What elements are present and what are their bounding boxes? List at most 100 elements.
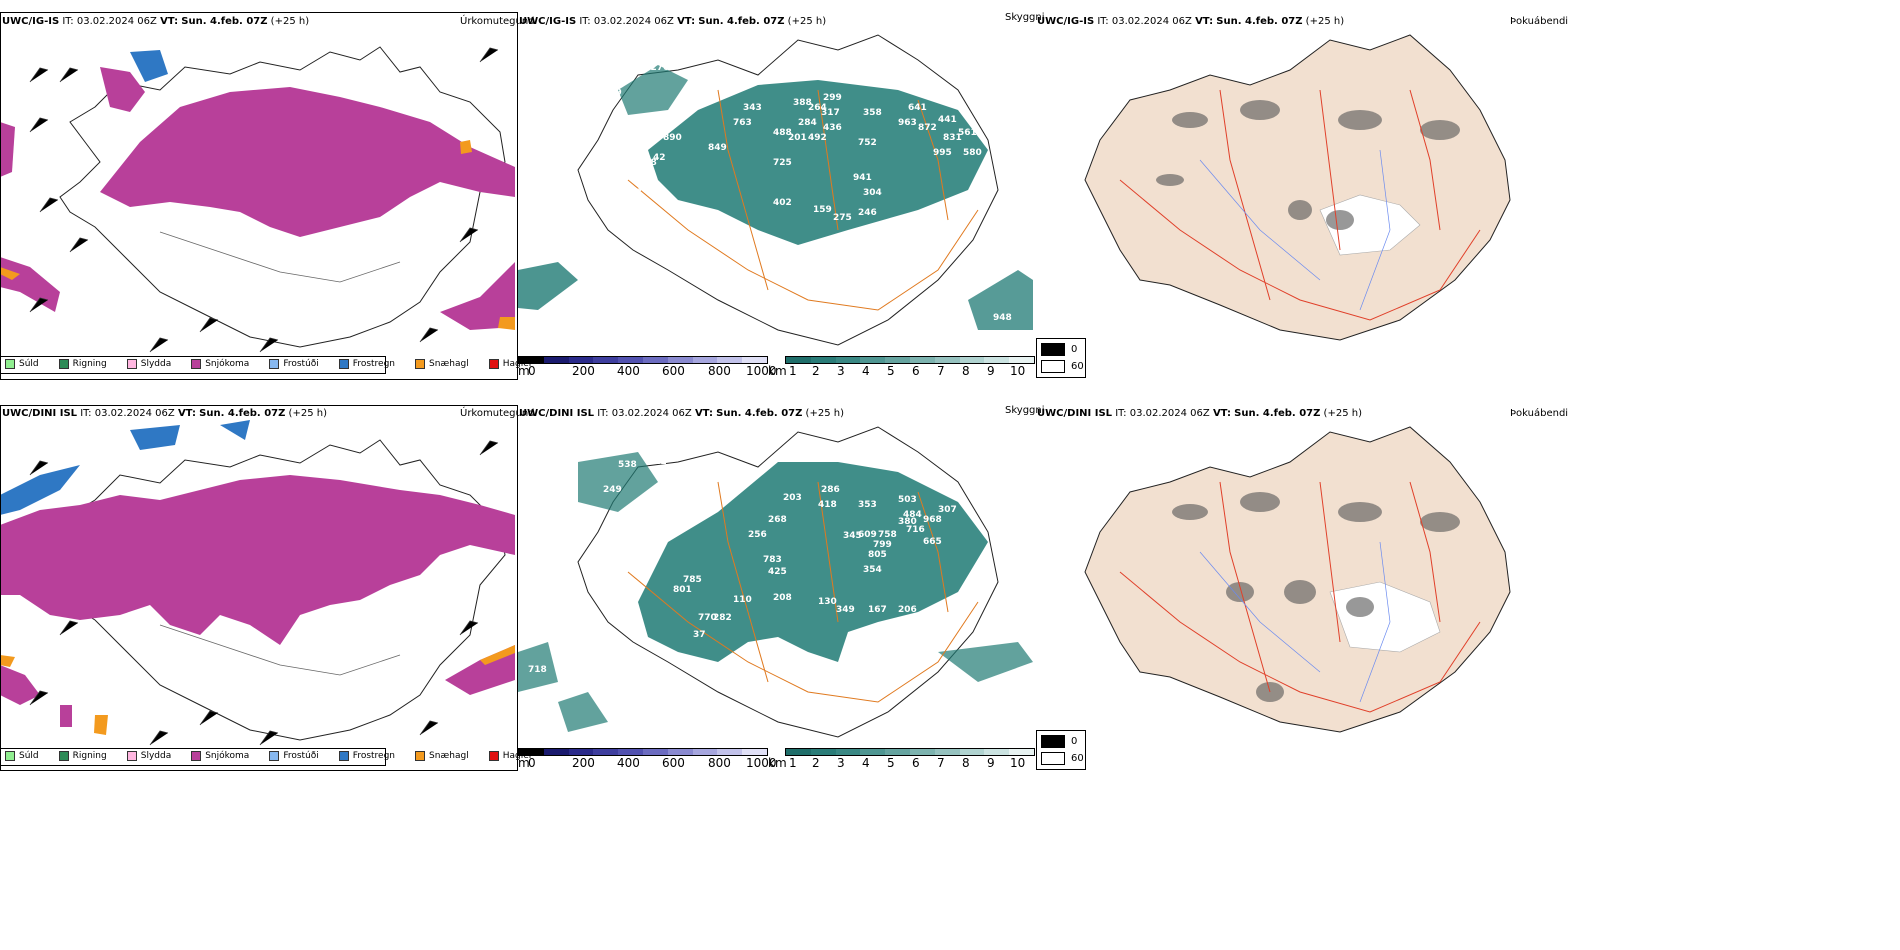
fog-title-row2: Þokuábendi <box>1510 408 1569 419</box>
legend-item: Frostúði <box>269 751 319 761</box>
cloudbase-value-label: 492 <box>808 133 827 143</box>
legend-label: Snæhagl <box>429 359 469 369</box>
cloudbase-value-label: 609 <box>858 530 877 540</box>
vt-value: Sun. 4.feb. 07Z <box>716 408 803 419</box>
it-label: IT: <box>1097 16 1109 27</box>
cloudbase-colorbar-row1 <box>518 356 768 364</box>
visibility-tick: 6 <box>912 756 920 770</box>
fog-swatch-black <box>1041 735 1065 748</box>
cloud-map-row2[interactable]: 538 322 249 848 203 286 418 268 503 353 307 484 968 2… <box>518 422 1036 742</box>
legend-item: Snæhagl <box>415 359 469 369</box>
cloudbase-unit: m <box>518 364 530 378</box>
cloudbase-value-label: 380 <box>898 517 917 527</box>
lead-time: (+25 h) <box>270 16 310 27</box>
cloudbase-value-label: 208 <box>773 593 792 603</box>
fog-swatch-white <box>1041 360 1065 373</box>
it-value: 03.02.2024 06Z <box>1129 408 1210 419</box>
cloudbase-value-label: 159 <box>813 205 832 215</box>
cloudbase-value-label: 758 <box>878 530 897 540</box>
cloud-numbers-row2: 538 322 249 848 203 286 418 268 503 353 307 484 968 2… <box>528 457 957 675</box>
precip-legend-items: Súld Rigning Slydda Snjókoma Frostúði Fr… <box>5 751 545 761</box>
model-name: UWC/DINI ISL <box>519 408 595 419</box>
precip-title-row1: Úrkomutegund <box>460 16 535 27</box>
fog-header-row2: UWC/DINI ISL IT: 03.02.2024 06Z VT: Sun.… <box>1037 408 1362 419</box>
visibility-colorbar-row2 <box>785 748 1035 756</box>
legend-swatch <box>5 359 15 369</box>
fog-tick: 60 <box>1071 361 1084 372</box>
legend-item: Slydda <box>126 359 171 369</box>
cloudbase-value-label: 872 <box>918 123 937 133</box>
cloudbase-value-label: 418 <box>818 500 837 510</box>
cloudbase-value-label: 286 <box>821 485 840 495</box>
legend-label: Súld <box>19 359 39 369</box>
lead-time: (+25 h) <box>1323 408 1362 419</box>
cloudbase-value-label: 110 <box>733 595 752 605</box>
cloudbase-tick: 400 <box>617 756 640 770</box>
visibility-tick: 8 <box>962 364 970 378</box>
cloudbase-value-label: 256 <box>748 530 767 540</box>
cloudbase-value-label: 343 <box>743 103 762 113</box>
precip-header-row1: UWC/IG-IS IT: 03.02.2024 06Z VT: Sun. 4.… <box>2 16 309 27</box>
cloudbase-value-label: 436 <box>823 123 842 133</box>
legend-label: Snjókoma <box>205 359 250 369</box>
fog-map-row2[interactable] <box>1060 422 1530 742</box>
precip-legend-row1: Súld Rigning Slydda Snjókoma Frostúði Fr… <box>0 356 531 374</box>
cloudbase-value-label: 488 <box>773 128 792 138</box>
legend-label: Rigning <box>72 359 107 369</box>
cloudbase-tick: 1000 <box>746 756 777 770</box>
legend-item: Frostúði <box>269 359 319 369</box>
fog-title-row1: Þokuábendi <box>1510 16 1569 27</box>
fog-legend-row2: 0 60 <box>1036 730 1086 770</box>
visibility-tick: 2 <box>812 756 820 770</box>
legend-label: Frostregn <box>352 359 396 369</box>
cloudbase-value-label: 304 <box>863 188 882 198</box>
precip-map-row2[interactable] <box>0 405 518 771</box>
legend-swatch <box>5 751 15 761</box>
cloudbase-value-label: 783 <box>763 555 782 565</box>
vt-value: Sun. 4.feb. 07Z <box>1234 408 1321 419</box>
legend-label: Frostregn <box>352 751 396 761</box>
model-name: UWC/IG-IS <box>519 16 577 27</box>
vt-label: VT: <box>1212 408 1231 419</box>
it-label: IT: <box>62 16 74 27</box>
legend-item: Snjókoma <box>191 751 249 761</box>
fog-legend-row1: 0 60 <box>1036 338 1086 378</box>
vt-label: VT: <box>1195 16 1214 27</box>
cloudbase-colorbar-row2 <box>518 748 768 756</box>
precip-map-row1[interactable] <box>0 12 518 380</box>
cloudbase-value-label: 641 <box>908 103 927 113</box>
cloudbase-value-label: 805 <box>868 550 887 560</box>
cloudbase-value-label: 201 <box>788 133 807 143</box>
visibility-tick: 10 <box>1010 756 1026 770</box>
vt-label: VT: <box>160 16 179 27</box>
vt-label: VT: <box>694 408 713 419</box>
legend-swatch <box>488 359 499 369</box>
cloudbase-tick: 200 <box>572 756 595 770</box>
fog-map-row1[interactable] <box>1060 30 1530 350</box>
legend-swatch <box>415 359 426 369</box>
legend-label: Frostúði <box>283 359 319 369</box>
legend-swatch <box>269 359 280 369</box>
visibility-tick: 7 <box>937 756 945 770</box>
it-value: 03.02.2024 06Z <box>593 16 674 27</box>
precip-legend-row2: Súld Rigning Slydda Snjókoma Frostúði Fr… <box>0 748 531 766</box>
visibility-tick: 10 <box>1010 364 1026 378</box>
visibility-tick: 2 <box>812 364 820 378</box>
cloudbase-value-label: 948 <box>993 313 1012 323</box>
cloudbase-value-label: 963 <box>898 118 917 128</box>
cloudbase-value-label: 249 <box>603 485 622 495</box>
fog-tick: 0 <box>1071 736 1078 747</box>
it-label: IT: <box>80 408 92 419</box>
lead-time: (+25 h) <box>1305 16 1345 27</box>
vt-value: Sun. 4.feb. 07Z <box>698 16 785 27</box>
cloudbase-tick: 1000 <box>746 364 777 378</box>
cloudbase-unit: m <box>518 756 530 770</box>
cloudbase-value-label: 167 <box>868 605 887 615</box>
fog-swatch-white <box>1041 752 1065 765</box>
cloudbase-value-label: 759 <box>998 163 1017 173</box>
legend-swatch <box>58 751 69 761</box>
legend-swatch <box>338 751 349 761</box>
cloud-title-row2: Skyggni <box>1005 405 1045 416</box>
